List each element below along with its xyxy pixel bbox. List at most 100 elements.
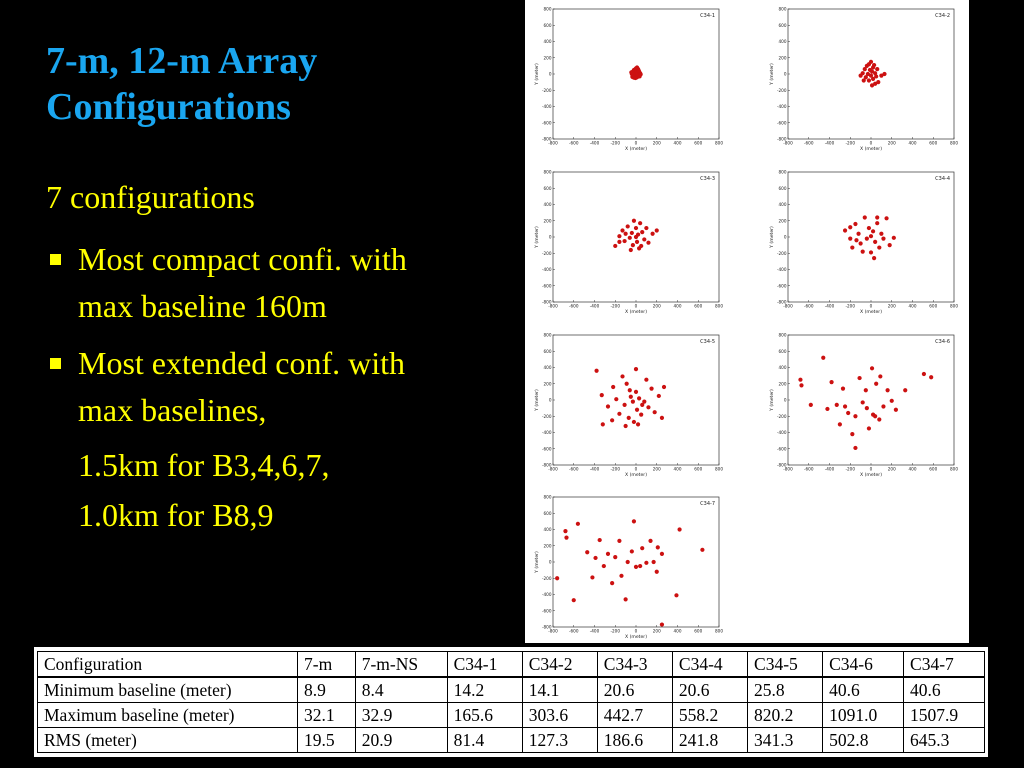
antenna-point <box>864 406 869 411</box>
antenna-point <box>637 246 642 251</box>
title-line-2: Configurations <box>46 86 291 128</box>
panel-name: C34-5 <box>700 339 715 345</box>
antenna-point <box>659 622 665 627</box>
x-tick-label: 800 <box>715 467 723 472</box>
x-tick-label: -800 <box>548 304 558 309</box>
antenna-point <box>633 225 639 231</box>
y-axis-label: Y (meter) <box>769 226 775 249</box>
antenna-point <box>878 374 883 379</box>
y-tick-label: 800 <box>779 333 787 338</box>
antenna-point <box>866 62 872 67</box>
antenna-point <box>600 422 605 427</box>
antenna-point <box>649 386 654 391</box>
antenna-point <box>651 559 656 565</box>
bullet-marker <box>50 358 61 369</box>
antenna-point <box>585 550 590 555</box>
y-tick-label: 200 <box>779 55 787 60</box>
antenna-point <box>834 402 839 407</box>
antenna-point <box>861 78 866 83</box>
antenna-point <box>869 366 875 371</box>
x-tick-label: -600 <box>569 467 579 472</box>
y-tick-label: 800 <box>779 170 787 175</box>
y-tick-label: 200 <box>544 543 552 548</box>
panel-name: C34-1 <box>700 13 715 19</box>
x-tick-label: 400 <box>674 304 682 309</box>
table-cell: 127.3 <box>521 727 598 753</box>
x-tick-label: 200 <box>888 304 896 309</box>
antenna-point <box>644 225 649 231</box>
antenna-point <box>631 419 637 425</box>
antenna-point <box>858 241 863 246</box>
antenna-point <box>622 402 627 407</box>
antenna-point <box>863 75 868 80</box>
table-header-cell: C34-5 <box>747 651 824 678</box>
x-tick-label: -200 <box>610 467 620 472</box>
antenna-point <box>635 422 641 427</box>
x-tick-label: 600 <box>694 467 702 472</box>
antenna-point <box>620 374 625 379</box>
antenna-point <box>808 402 813 407</box>
antenna-point <box>929 375 934 380</box>
antenna-point <box>868 73 874 78</box>
table-header-cell: C34-4 <box>671 651 749 678</box>
antenna-point <box>866 78 872 83</box>
x-tick-label: 600 <box>929 141 937 146</box>
table-cell: 32.1 <box>297 702 356 728</box>
y-tick-label: 600 <box>544 186 552 191</box>
x-tick-label: -600 <box>569 629 579 634</box>
x-tick-label: -200 <box>845 304 855 309</box>
x-tick-label: 600 <box>694 141 702 146</box>
x-axis-label: X (meter) <box>625 309 647 315</box>
antenna-point <box>875 221 880 226</box>
x-tick-label: 200 <box>653 304 661 309</box>
antenna-point <box>642 237 647 242</box>
x-tick-label: 200 <box>653 467 661 472</box>
antenna-point <box>630 243 635 248</box>
bullet-line: max baseline 160m <box>78 288 327 324</box>
antenna-point <box>633 367 639 372</box>
x-axis-label: X (meter) <box>625 634 647 640</box>
y-tick-label: -600 <box>777 120 787 125</box>
y-tick-label: 400 <box>779 365 787 370</box>
antenna-point <box>829 380 834 385</box>
x-tick-label: -400 <box>590 141 600 146</box>
table-header-cell: C34-3 <box>596 651 673 678</box>
x-tick-label: 200 <box>653 629 661 634</box>
table-cell: 645.3 <box>903 727 985 753</box>
antenna-point <box>633 389 639 394</box>
antenna-point <box>633 66 639 71</box>
x-tick-label: -200 <box>845 141 855 146</box>
y-axis-label: Y (meter) <box>534 226 540 249</box>
antenna-point <box>630 399 635 404</box>
x-tick-label: -400 <box>825 467 835 472</box>
antenna-point <box>637 396 642 401</box>
y-tick-label: 0 <box>549 398 552 403</box>
table-cell: 14.2 <box>446 676 523 703</box>
antenna-point <box>629 549 634 554</box>
y-tick-label: 400 <box>779 202 787 207</box>
y-tick-label: -800 <box>777 463 787 468</box>
table-header-row: Configuration 7-m 7-m-NS C34-1 C34-2 C34… <box>37 651 985 678</box>
antenna-point <box>864 236 869 241</box>
table-header-cell: C34-1 <box>446 651 523 678</box>
antenna-point <box>631 218 637 223</box>
antenna-point <box>623 423 628 429</box>
antenna-point <box>640 402 645 407</box>
antenna-point <box>648 538 653 543</box>
antenna-point <box>853 221 858 227</box>
antenna-point <box>865 71 870 77</box>
antenna-point <box>862 215 867 220</box>
y-tick-label: 400 <box>779 39 787 44</box>
antenna-point <box>837 422 842 427</box>
plot-frame <box>552 496 720 628</box>
y-tick-label: -200 <box>542 251 552 256</box>
x-tick-label: -200 <box>610 629 620 634</box>
x-tick-label: 0 <box>870 304 873 309</box>
antenna-point <box>575 521 580 526</box>
antenna-point <box>613 243 618 249</box>
antenna-point <box>889 398 894 403</box>
table-cell: 19.5 <box>297 727 356 753</box>
antenna-point <box>863 388 868 393</box>
antenna-point <box>860 400 865 405</box>
antenna-point <box>884 216 889 221</box>
